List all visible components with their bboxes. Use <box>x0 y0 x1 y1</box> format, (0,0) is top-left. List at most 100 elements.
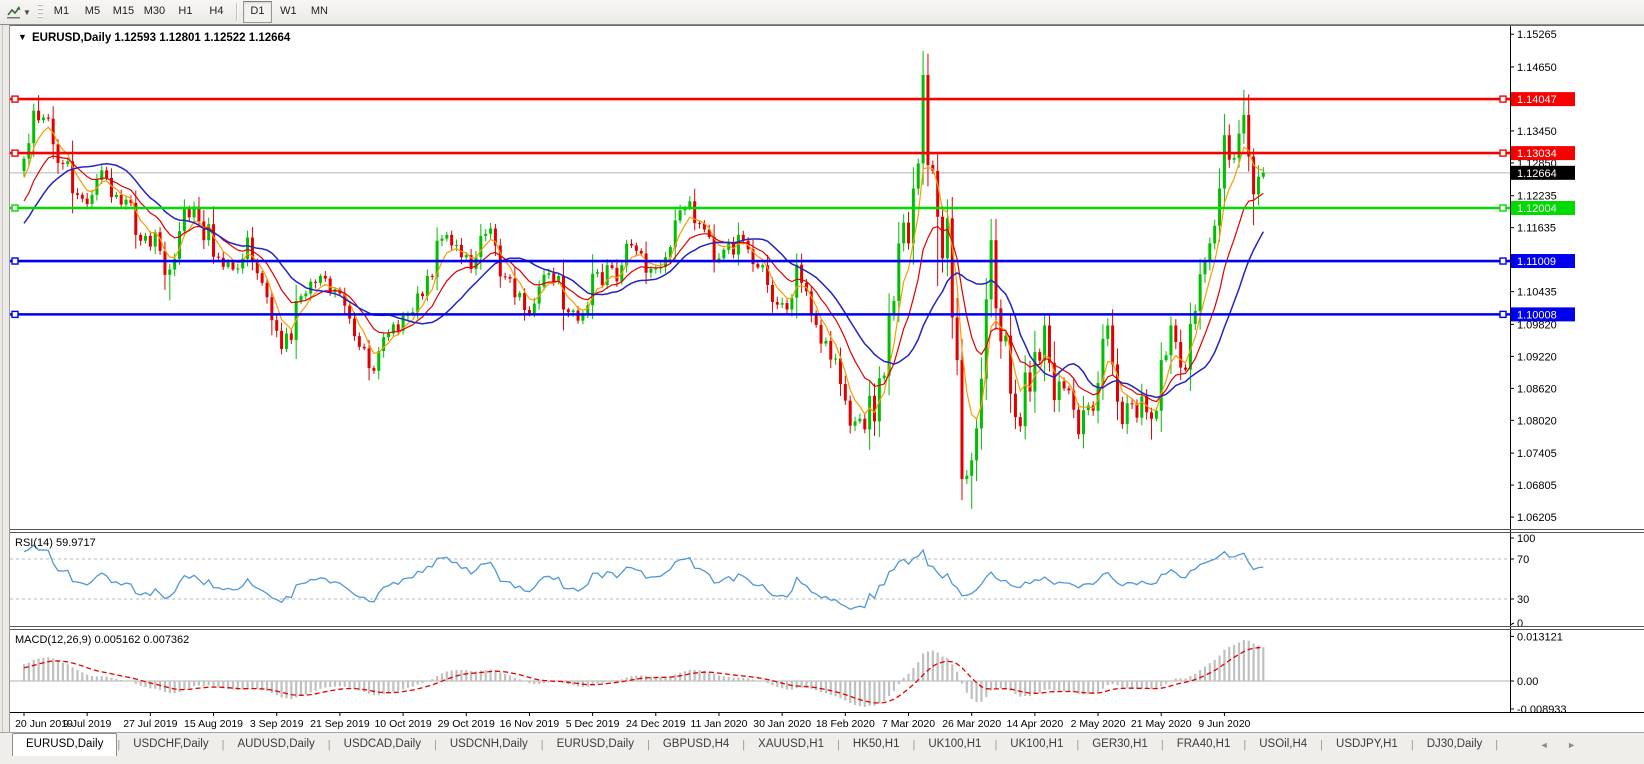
date-label: 29 Oct 2019 <box>438 718 495 730</box>
date-label: 18 Feb 2020 <box>816 718 875 730</box>
tab-uk100-h1-9[interactable]: UK100,H1 <box>928 738 982 750</box>
tab-fra40-h1-12[interactable]: FRA40,H1 <box>1176 738 1231 750</box>
date-label: 14 Apr 2020 <box>1007 718 1064 730</box>
price-badge-1.13034: 1.13034 <box>1511 146 1575 161</box>
tab-divider: | <box>327 739 331 751</box>
hline-1.14047[interactable] <box>10 95 1510 103</box>
date-label: 11 Jan 2020 <box>690 718 747 730</box>
timeframe-button-m1[interactable]: M1 <box>53 5 70 17</box>
tab-ger30-h1-11[interactable]: GER30,H1 <box>1092 738 1148 750</box>
tab-divider: | <box>1160 739 1164 751</box>
toolbar-separator <box>235 3 238 21</box>
price-tick-label: 1.12235 <box>1517 191 1557 203</box>
timeframe-button-mn[interactable]: MN <box>310 5 328 17</box>
date-label: 20 Jun 2019 <box>15 718 73 730</box>
hline-1.13034[interactable] <box>10 149 1510 157</box>
timeframe-toolbar: ▼ M1 M5 M15 M30 H1 H4 D1 W1 MN <box>0 0 1644 25</box>
tab-divider: | <box>1495 739 1499 751</box>
price-tick-label: 1.14650 <box>1517 62 1557 74</box>
price-badge-1.11009: 1.11009 <box>1511 254 1575 269</box>
price-tick-label: 1.09820 <box>1517 319 1557 331</box>
macd-tick-label: -0.008933 <box>1517 704 1567 716</box>
timeframe-button-w1[interactable]: W1 <box>280 5 297 17</box>
timeframe-button-m5[interactable]: M5 <box>84 5 101 17</box>
rsi-label: RSI(14) 59.9717 <box>15 537 96 549</box>
ma-line-ema13 <box>23 155 1264 403</box>
tab-scroll-arrows[interactable]: ◄ ► <box>1539 740 1584 750</box>
rsi-tick-label: 70 <box>1517 554 1529 566</box>
tab-divider: | <box>742 739 746 751</box>
date-label: 24 Dec 2019 <box>626 718 686 730</box>
tab-usdcnh-daily-4[interactable]: USDCNH,Daily <box>449 738 528 750</box>
tab-dj30-daily-15[interactable]: DJ30,Daily <box>1426 738 1483 750</box>
timeframe-buttons: M1 M5 M15 M30 H1 H4 D1 W1 MN <box>46 1 335 23</box>
tab-divider: | <box>1320 739 1324 751</box>
tab-divider: | <box>1076 739 1080 751</box>
price-tick-label: 1.13450 <box>1517 126 1557 138</box>
price-tick-label: 1.09220 <box>1517 351 1557 363</box>
svg-text:1.12004: 1.12004 <box>1517 203 1557 215</box>
svg-text:1.13034: 1.13034 <box>1517 148 1557 160</box>
tab-divider: | <box>117 739 121 751</box>
date-label: 16 Nov 2019 <box>500 718 560 730</box>
tab-divider: | <box>221 739 225 751</box>
timeframe-button-m15[interactable]: M15 <box>112 5 135 17</box>
macd-tick-label: 0.013121 <box>1517 631 1563 643</box>
date-label: 27 Jul 2019 <box>123 718 177 730</box>
chart-mode-icon[interactable] <box>4 3 22 21</box>
tab-uk100-h1-10[interactable]: UK100,H1 <box>1010 738 1064 750</box>
tab-divider: | <box>994 739 998 751</box>
date-label: 3 Sep 2019 <box>250 718 304 730</box>
price-tick-label: 1.10435 <box>1517 287 1557 299</box>
svg-text:1.11009: 1.11009 <box>1517 256 1556 268</box>
left-gutter <box>0 25 10 732</box>
date-label: 21 Sep 2019 <box>310 718 370 730</box>
tab-usdchf-daily-1[interactable]: USDCHF,Daily <box>133 738 209 750</box>
tab-usoil-h4-13[interactable]: USOil,H4 <box>1259 738 1308 750</box>
timeframe-button-d1[interactable]: D1 <box>242 1 272 23</box>
rsi-line <box>23 544 1264 611</box>
tab-divider: | <box>1410 739 1414 751</box>
hline-1.11009[interactable] <box>10 257 1510 265</box>
date-label: 10 Oct 2019 <box>374 718 431 730</box>
svg-text:1.12664: 1.12664 <box>1517 168 1557 180</box>
tab-eurusd-daily-5[interactable]: EURUSD,Daily <box>556 738 634 750</box>
tab-usdcad-daily-3[interactable]: USDCAD,Daily <box>343 738 421 750</box>
price-badge-1.14047: 1.14047 <box>1511 92 1575 107</box>
price-tick-label: 1.15265 <box>1517 29 1557 41</box>
timeframe-button-h4[interactable]: H4 <box>209 5 224 17</box>
main-plot <box>10 50 1510 509</box>
toolbar-grip[interactable] <box>37 4 43 20</box>
price-badge-1.12004: 1.12004 <box>1511 200 1575 215</box>
date-label: 26 Mar 2020 <box>942 718 1001 730</box>
ma-line-sma20 <box>23 162 1264 399</box>
macd-tick-label: 0.00 <box>1517 676 1538 688</box>
tab-gbpusd-h4-6[interactable]: GBPUSD,H4 <box>662 738 730 750</box>
chart-menu-caret-icon[interactable]: ▼ <box>18 32 27 42</box>
tab-xauusd-h1-7[interactable]: XAUUSD,H1 <box>758 738 824 750</box>
tab-eurusd-daily-0[interactable]: EURUSD,Daily <box>12 733 118 756</box>
chart-title: EURUSD,Daily 1.12593 1.12801 1.12522 1.1… <box>32 32 291 44</box>
price-badge-1.10008: 1.10008 <box>1511 307 1575 322</box>
rsi-tick-label: 100 <box>1517 533 1535 545</box>
timeframe-button-h1[interactable]: H1 <box>178 5 193 17</box>
tab-divider: | <box>1243 739 1247 751</box>
tab-audusd-daily-2[interactable]: AUDUSD,Daily <box>237 738 315 750</box>
hline-1.10008[interactable] <box>10 310 1510 319</box>
chart-tabbar: EURUSD,Daily | USDCHF,Daily | AUDUSD,Daily | U… <box>0 732 1644 764</box>
date-label: 21 May 2020 <box>1131 718 1192 730</box>
rsi-tick-label: 30 <box>1517 594 1529 606</box>
chart-canvas[interactable]: 100 70 30 0 0.013121 0.00 -0.008933 1.15265 1.… <box>10 25 1644 732</box>
timeframe-button-m30[interactable]: M30 <box>143 5 166 17</box>
tab-hk50-h1-8[interactable]: HK50,H1 <box>852 738 900 750</box>
svg-text:1.10008: 1.10008 <box>1517 309 1557 321</box>
hline-1.12004[interactable] <box>10 204 1510 212</box>
price-tick-label: 1.08620 <box>1517 383 1557 395</box>
tab-divider: | <box>912 739 916 751</box>
dropdown-caret-icon[interactable]: ▼ <box>23 7 31 17</box>
date-label: 9 Jul 2019 <box>63 718 112 730</box>
ma-line-ema5 <box>23 126 1264 421</box>
tab-divider: | <box>540 739 544 751</box>
tab-usdjpy-h1-14[interactable]: USDJPY,H1 <box>1336 738 1398 750</box>
